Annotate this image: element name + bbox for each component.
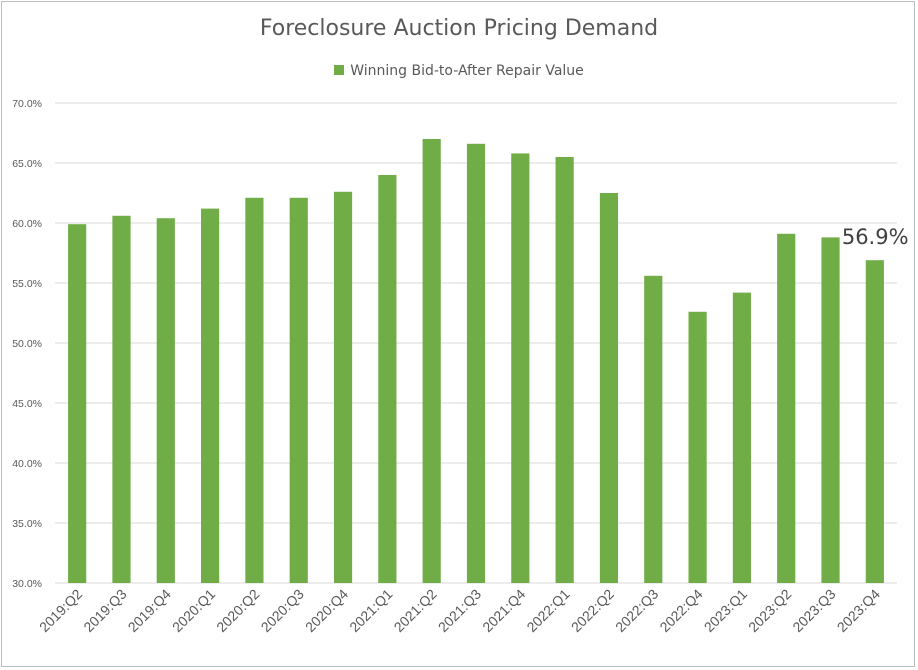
- x-tick-label: 2023:Q1: [701, 586, 750, 635]
- bar: [732, 292, 751, 583]
- bar: [821, 237, 840, 583]
- legend: Winning Bid-to-After Repair Value: [0, 63, 918, 79]
- x-tick-label: 2021:Q3: [435, 586, 484, 635]
- bar: [555, 157, 574, 583]
- y-tick-label: 65.0%: [12, 158, 42, 170]
- x-tick-label: 2021:Q2: [391, 586, 440, 635]
- x-tick-label: 2019:Q4: [125, 586, 174, 635]
- bar: [112, 215, 131, 584]
- bar: [644, 275, 663, 583]
- y-tick-label: 60.0%: [12, 218, 42, 230]
- bar: [201, 208, 220, 583]
- bar: [466, 143, 486, 584]
- y-tick-label: 55.0%: [12, 278, 42, 290]
- y-tick-label: 30.0%: [12, 578, 42, 590]
- x-tick-label: 2021:Q1: [346, 586, 395, 635]
- legend-swatch: [334, 65, 345, 75]
- y-tick-label: 35.0%: [12, 518, 42, 530]
- bar: [422, 139, 441, 583]
- legend-label: Winning Bid-to-After Repair Value: [350, 63, 584, 79]
- data-label: 56.9%: [842, 225, 909, 249]
- x-tick-label: 2020:Q1: [169, 586, 218, 635]
- x-tick-label: 2023:Q3: [789, 586, 838, 635]
- x-tick-label: 2019:Q2: [36, 586, 85, 635]
- bar: [599, 193, 619, 583]
- bar: [289, 197, 308, 584]
- x-tick-label: 2021:Q4: [479, 586, 528, 635]
- y-tick-label: 50.0%: [12, 338, 42, 350]
- bar: [156, 218, 175, 583]
- bar: [245, 197, 264, 584]
- bar: [777, 233, 796, 584]
- x-tick-label: 2023:Q2: [745, 586, 794, 635]
- x-tick-label: 2020:Q3: [258, 586, 307, 635]
- x-tick-label: 2020:Q2: [213, 586, 262, 635]
- x-tick-label: 2022:Q3: [612, 586, 661, 635]
- x-tick-label: 2019:Q3: [80, 586, 129, 635]
- bar: [378, 175, 397, 583]
- bar: [865, 260, 884, 583]
- y-tick-label: 40.0%: [12, 458, 42, 470]
- x-tick-label: 2022:Q4: [656, 586, 705, 635]
- bar: [333, 191, 353, 584]
- chart-title: Foreclosure Auction Pricing Demand: [259, 16, 659, 41]
- x-tick-label: 2022:Q2: [568, 586, 617, 635]
- y-tick-label: 70.0%: [12, 98, 42, 110]
- bar: [688, 311, 707, 583]
- bar: [68, 224, 87, 583]
- bar: [511, 153, 530, 583]
- x-tick-label: 2023:Q4: [834, 586, 883, 635]
- x-tick-label: 2022:Q1: [523, 586, 572, 635]
- y-tick-label: 45.0%: [12, 398, 42, 410]
- x-tick-label: 2020:Q4: [302, 586, 351, 635]
